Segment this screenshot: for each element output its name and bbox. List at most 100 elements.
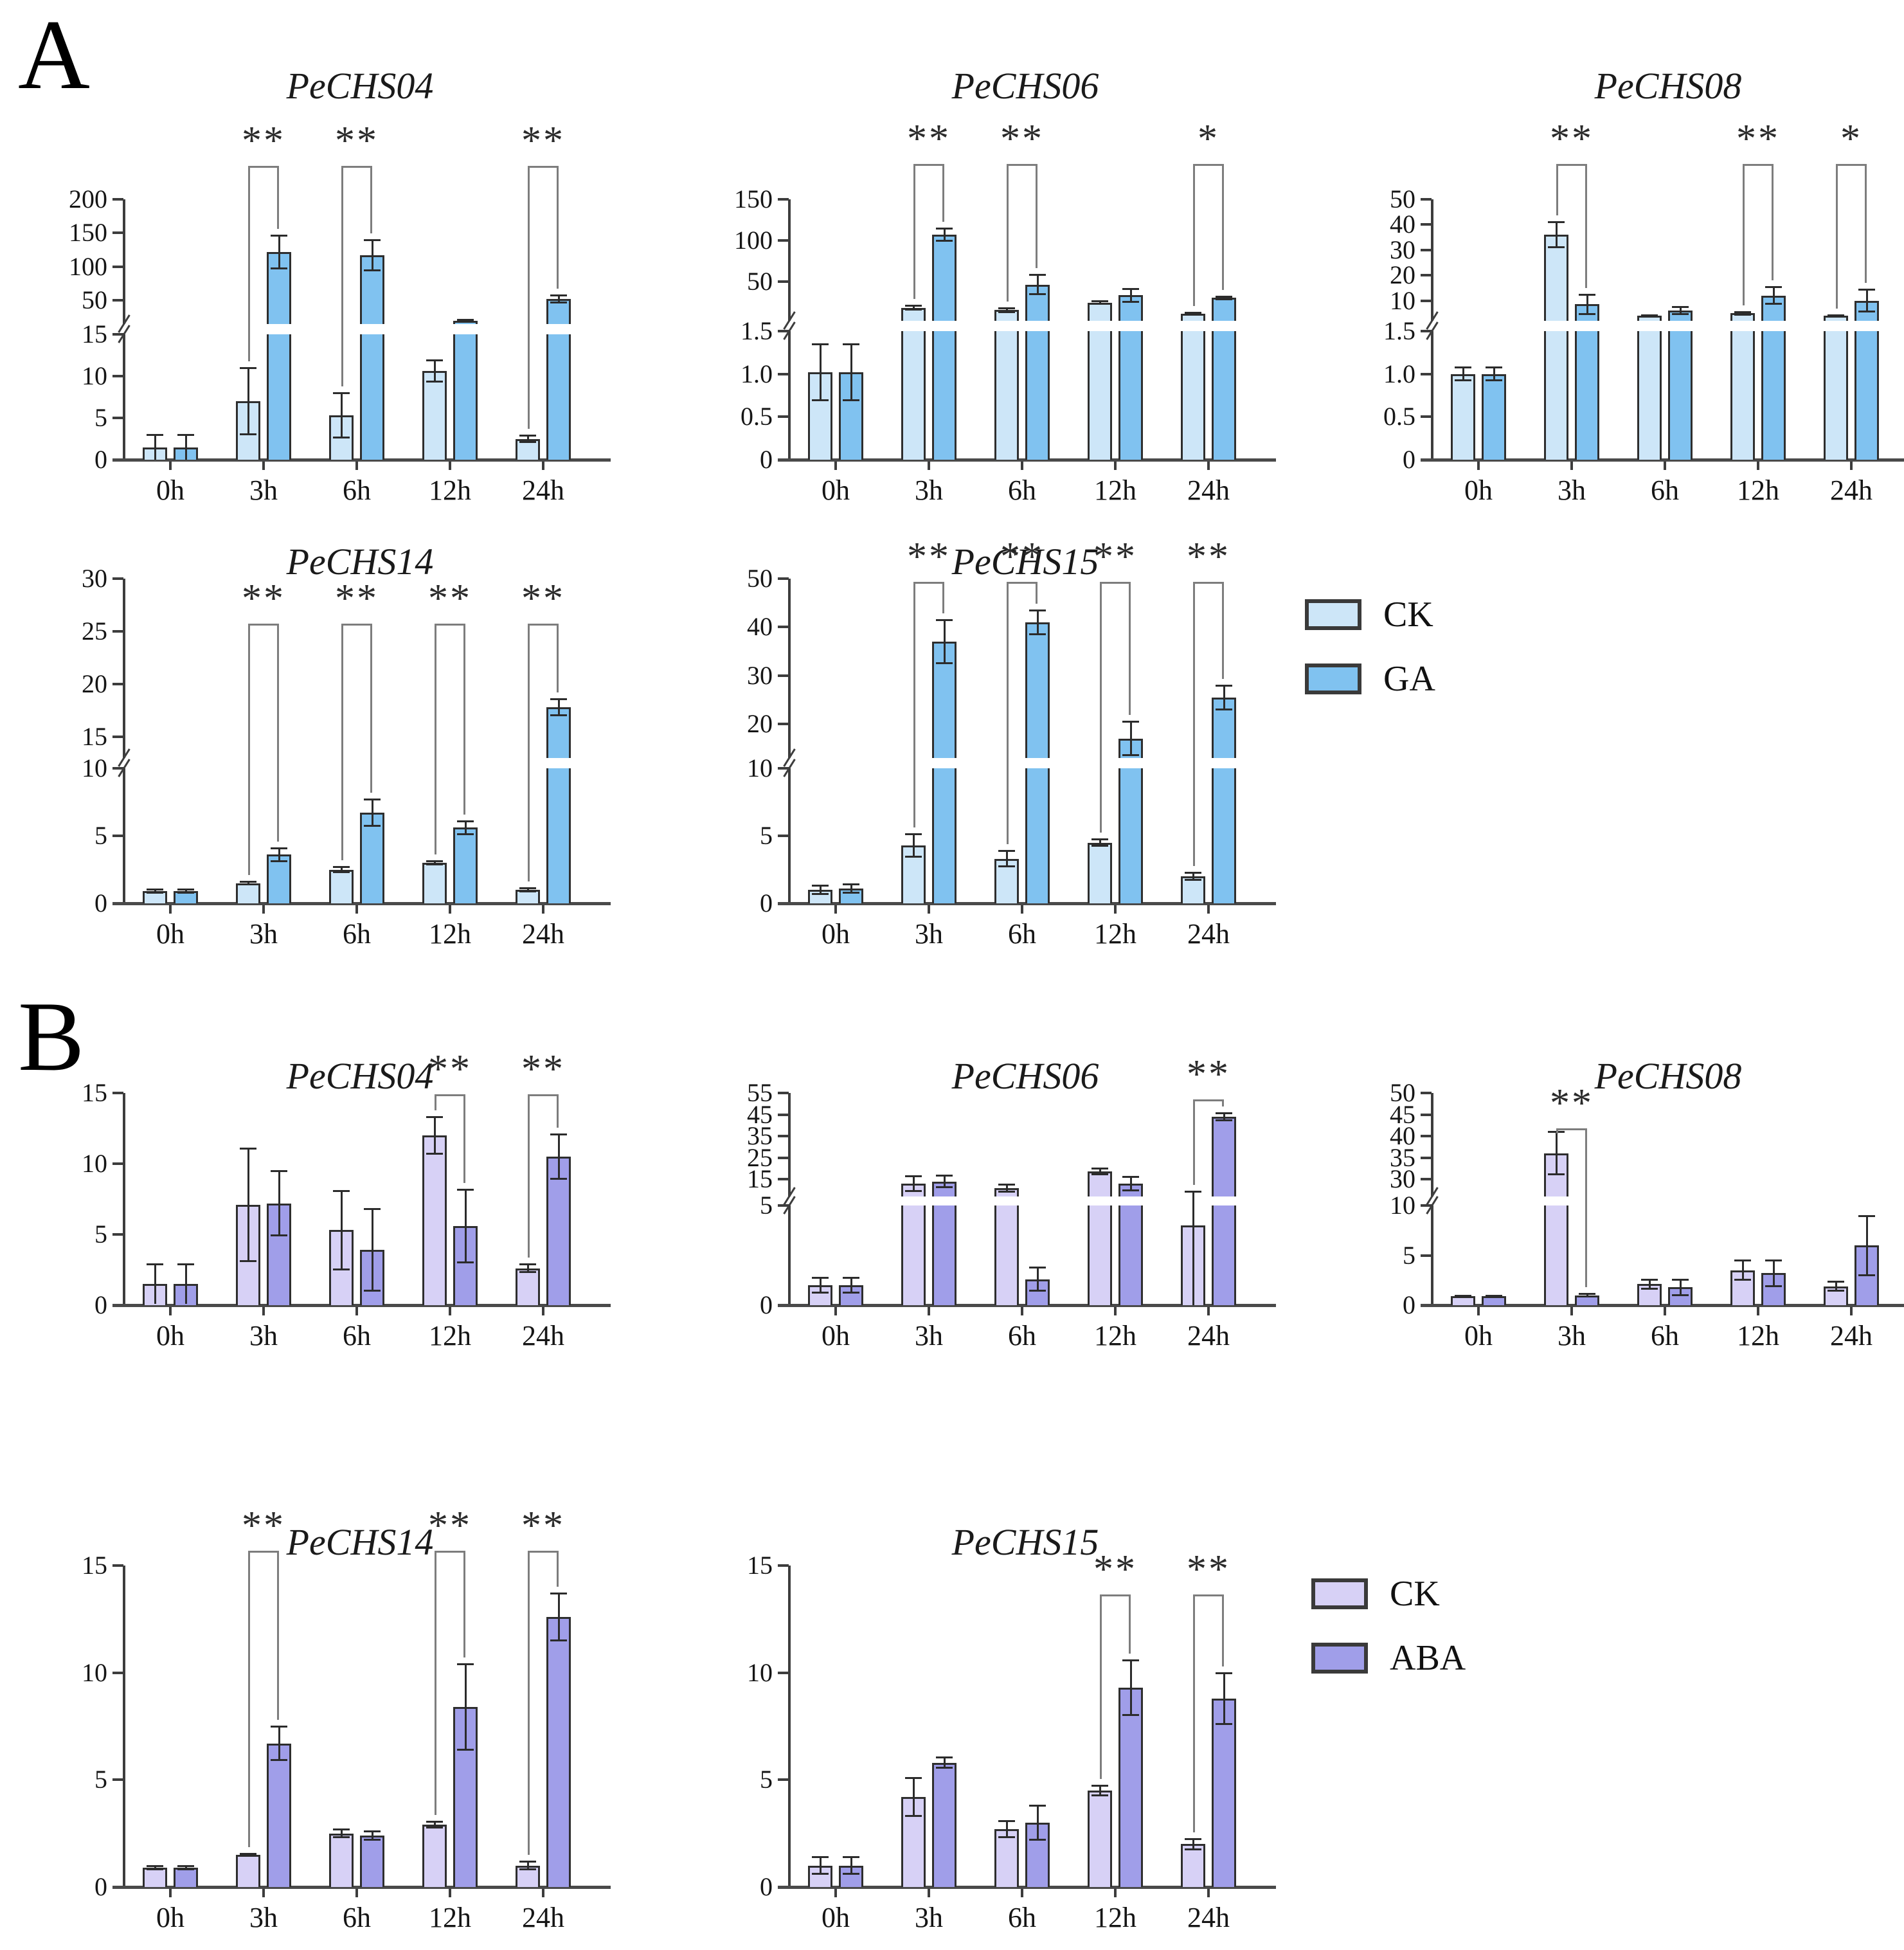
y-tick-label: 5 [94, 403, 107, 432]
error-bar-cap [905, 855, 922, 858]
x-tick-label: 24h [1187, 474, 1230, 506]
significance-stars: ** [1187, 1052, 1230, 1096]
error-bar-cap [1455, 379, 1471, 382]
bar-ga [1212, 298, 1236, 321]
sig-bracket-right [1129, 1594, 1131, 1654]
error-bar [1865, 289, 1868, 312]
error-bar [247, 881, 249, 885]
error-bar [1129, 1177, 1132, 1191]
error-bar [1129, 289, 1132, 302]
legend-panel-b: CK ABA [1311, 1574, 1466, 1702]
y-tick-label: 5 [94, 1220, 107, 1249]
y-tick [112, 767, 123, 770]
error-bar [1865, 1215, 1868, 1276]
significance-stars: ** [521, 1047, 565, 1091]
error-bar [340, 1190, 343, 1270]
bar-ga [453, 827, 478, 903]
sig-bracket-right [463, 1094, 465, 1183]
error-bar-cap [1029, 609, 1046, 611]
error-bar [819, 1857, 822, 1874]
x-axis [1421, 458, 1904, 462]
bar-ga-lower [1025, 331, 1050, 460]
x-axis [778, 1304, 1276, 1307]
error-bar-cap [1029, 633, 1046, 635]
significance-stars: ** [521, 1504, 565, 1548]
error-bar-cap [364, 799, 381, 801]
y-tick [112, 683, 123, 686]
error-bar [1036, 1805, 1039, 1840]
y-tick [778, 1671, 789, 1674]
plot-area: 0 5 10 15 0h 3h 6h 12h 24h ** ** [747, 1548, 1286, 1933]
error-bar-cap [1486, 366, 1502, 368]
error-bar-cap [1579, 1295, 1595, 1297]
error-bar-cap [271, 1759, 287, 1762]
x-tick-label: 24h [1187, 1902, 1230, 1933]
plot-area: 0 5 15 25 35 45 55 0h 3h 6h 12h 24h ** [747, 1052, 1286, 1351]
chart-B-PeCHS14: PeCHS14 0 5 10 15 0h 3h 6h 12h 24h ** ** ** [0, 1504, 617, 1950]
error-bar-cap [457, 319, 474, 321]
error-bar-cap [240, 1853, 256, 1855]
error-bar-cap [1486, 1294, 1502, 1297]
y-tick-label: 50 [1390, 185, 1415, 213]
plot-area: 0 5 10 15 20 25 30 0h 3h 6h 12h 24h ** ** ** ** [82, 564, 620, 950]
error-bar [433, 1821, 436, 1828]
significance-stars: * [1198, 117, 1219, 161]
error-bar [1036, 275, 1039, 295]
bar-ga-lower [267, 334, 291, 460]
y-axis-upper [123, 199, 125, 324]
bar-ck-lower [901, 331, 926, 460]
error-bar-cap [550, 1593, 567, 1595]
sig-bracket-h [1836, 164, 1867, 166]
x-tick-label: 12h [429, 918, 471, 950]
error-bar [154, 889, 156, 894]
sig-bracket-h [913, 164, 944, 166]
y-tick-label: 0 [94, 445, 107, 474]
sig-bracket-right [463, 624, 465, 815]
error-bar [278, 847, 280, 862]
sig-bracket-left [1193, 1594, 1195, 1832]
error-bar [819, 885, 822, 895]
x-tick [834, 905, 837, 914]
y-tick-label: 0 [760, 1872, 773, 1901]
error-bar-cap [1122, 288, 1139, 291]
x-tick-label: 3h [249, 918, 278, 950]
legend-item-ck: CK [1305, 595, 1435, 635]
error-bar-cap [147, 434, 163, 436]
x-tick-label: 0h [1464, 474, 1493, 506]
error-bar-cap [812, 893, 829, 896]
x-tick-label: 24h [1187, 1320, 1230, 1351]
sig-bracket-left [913, 164, 915, 300]
error-bar-cap [1091, 838, 1108, 841]
plot-area: 0 0.5 1.0 1.5 10 20 30 40 50 0h 3h 6h 12h 24h ** ** * [1383, 117, 1904, 506]
error-bar-cap [1828, 1290, 1844, 1292]
y-tick-label: 1.0 [741, 359, 773, 388]
x-tick-label: 12h [1094, 918, 1136, 950]
chart-B-PeCHS08: PeCHS08 0 5 10 30 35 40 45 50 0h 3h 6h 12h 24h ** [1308, 1038, 1904, 1376]
error-bar-cap [1122, 1659, 1139, 1661]
x-tick-label: 12h [1094, 1320, 1136, 1351]
significance-stars: ** [428, 1047, 472, 1091]
x-axis [778, 1886, 1276, 1889]
error-bar-cap [519, 435, 536, 437]
error-bar-cap [998, 850, 1015, 853]
error-bar-cap [843, 399, 859, 401]
bar-ck-lower [1088, 1205, 1112, 1305]
error-bar-cap [1858, 1214, 1875, 1217]
error-bar [850, 344, 852, 401]
sig-bracket-h [341, 624, 372, 626]
sig-bracket-right [557, 1094, 559, 1128]
error-bar-cap [1858, 1274, 1875, 1276]
error-bar-cap [905, 305, 922, 307]
error-bar-cap [998, 865, 1015, 868]
bar-ck [422, 863, 447, 903]
y-tick [778, 1564, 789, 1567]
sig-bracket-left [528, 1094, 530, 1258]
y-tick-label: 20 [1390, 260, 1415, 290]
error-bar [1679, 307, 1682, 315]
error-bar-cap [457, 1748, 474, 1751]
error-bar-cap [812, 1856, 829, 1859]
x-tick [928, 462, 930, 470]
sig-bracket-right [277, 624, 279, 842]
sig-bracket-h [1100, 582, 1131, 584]
y-tick [1421, 1135, 1432, 1138]
